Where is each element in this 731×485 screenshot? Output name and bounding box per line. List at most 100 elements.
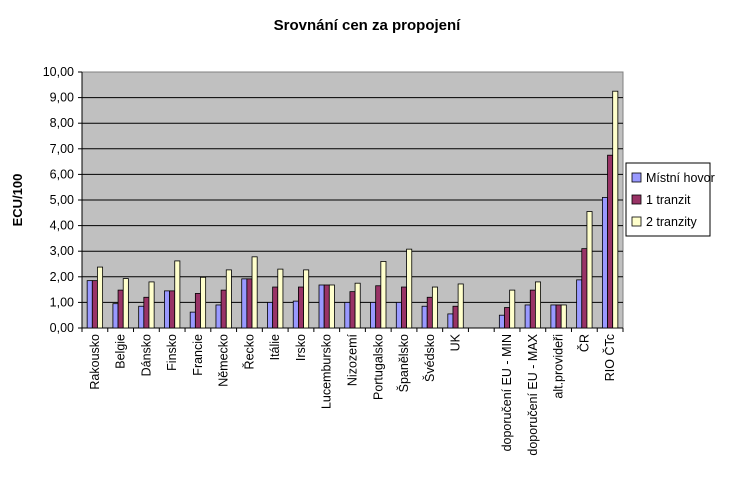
x-tick-label: RIO ČTc [602, 334, 617, 381]
bar-2 [272, 286, 279, 329]
bar-3 [535, 281, 541, 329]
y-tick-label: 3,00 [50, 244, 74, 258]
bar-3 [328, 284, 335, 329]
bar-2 [246, 278, 253, 329]
bar-1 [447, 313, 454, 329]
x-tick-label: doporučení EU - MIN [500, 334, 514, 451]
bar-2 [297, 286, 304, 329]
x-tick-label: Německo [217, 334, 231, 387]
bar-3 [251, 256, 258, 329]
bar-1 [524, 304, 531, 329]
bar-2 [452, 305, 459, 329]
x-tick-label: UK [449, 333, 463, 351]
x-tick-label: Švédsko [422, 334, 437, 382]
bar-2 [349, 291, 356, 329]
y-axis-label: ECU/100 [10, 174, 25, 227]
bar-1 [292, 300, 299, 329]
legend-swatch-1 [631, 172, 642, 183]
legend-label-3: 2 tranzity [646, 215, 697, 229]
bar-3 [174, 260, 181, 329]
bar-2 [323, 284, 330, 329]
x-tick-label: Lucembursko [320, 334, 334, 409]
bar-1 [395, 301, 402, 329]
y-tick-label: 6,00 [50, 167, 74, 181]
bar-2 [426, 296, 433, 329]
y-tick-label: 9,00 [50, 91, 74, 105]
y-tick-label: 1,00 [50, 295, 74, 309]
x-tick-label: Finsko [165, 334, 179, 371]
bar-1 [344, 301, 351, 329]
bar-1 [86, 280, 93, 329]
bar-2 [504, 307, 511, 329]
bar-1 [215, 304, 222, 329]
bar-2 [529, 289, 536, 329]
bar-1 [138, 305, 145, 329]
y-tick-label: 7,00 [50, 142, 74, 156]
bar-2 [375, 285, 382, 329]
x-tick-label: Irsko [294, 334, 308, 361]
y-tick-label: 10,00 [43, 65, 74, 79]
bar-2 [143, 296, 150, 329]
legend-swatch-2 [631, 194, 642, 205]
bar-1 [498, 314, 505, 329]
x-tick-label: Nizozemí [346, 333, 360, 386]
x-tick-label: doporučení EU - MAX [526, 333, 540, 455]
x-tick-label: alt.provideři [552, 334, 566, 399]
bar-3 [354, 282, 361, 329]
bar-2 [117, 289, 124, 329]
y-tick-label: 2,00 [50, 270, 74, 284]
x-tick-label: ČR [576, 334, 591, 352]
bar-3 [97, 266, 104, 329]
bar-3 [200, 276, 207, 329]
x-tick-label: Rakousko [88, 334, 102, 390]
y-tick-label: 0,00 [50, 321, 74, 335]
bar-2 [581, 248, 588, 329]
bar-1 [267, 301, 274, 329]
bar-3 [122, 278, 129, 329]
chart-title: Srovnání cen za propojení [274, 17, 462, 34]
bar-2 [220, 289, 227, 329]
x-tick-label: Francie [191, 334, 205, 376]
bar-1 [164, 290, 170, 329]
bar-1 [370, 301, 377, 329]
bar-2 [555, 304, 562, 329]
y-tick-label: 5,00 [50, 193, 74, 207]
bar-3 [303, 269, 310, 329]
bar-1 [550, 304, 557, 329]
bar-3 [406, 248, 413, 329]
legend-label-2: 1 tranzit [646, 193, 691, 207]
legend-label-1: Místní hovor [646, 171, 715, 185]
bar-1 [112, 303, 119, 329]
bar-1 [421, 305, 428, 329]
bar-3 [225, 269, 232, 329]
bar-3 [560, 304, 567, 329]
y-tick-label: 4,00 [50, 219, 74, 233]
bar-2 [401, 286, 408, 329]
bar-1 [576, 279, 583, 329]
bar-3 [148, 281, 155, 329]
bar-3 [586, 211, 593, 329]
bar-2 [194, 293, 201, 329]
bar-3 [509, 289, 516, 329]
bar-3 [457, 283, 464, 329]
bar-3 [431, 286, 438, 329]
x-tick-label: Řecko [241, 334, 256, 369]
bar-2 [607, 154, 614, 329]
x-tick-label: Portugalsko [371, 334, 385, 400]
bar-2 [91, 280, 98, 329]
y-tick-label: 8,00 [50, 116, 74, 130]
bar-2 [169, 290, 176, 329]
x-tick-label: Španělsko [396, 334, 411, 392]
bar-3 [277, 268, 284, 329]
bar-1 [189, 311, 196, 329]
legend-swatch-3 [631, 216, 642, 227]
x-tick-label: Belgie [114, 334, 128, 369]
x-tick-label: Dánsko [139, 334, 153, 376]
bar-1 [318, 284, 325, 329]
bar-1 [601, 197, 608, 329]
bar-3 [380, 261, 387, 329]
bar-3 [612, 90, 619, 329]
x-tick-label: Itálie [268, 334, 282, 360]
